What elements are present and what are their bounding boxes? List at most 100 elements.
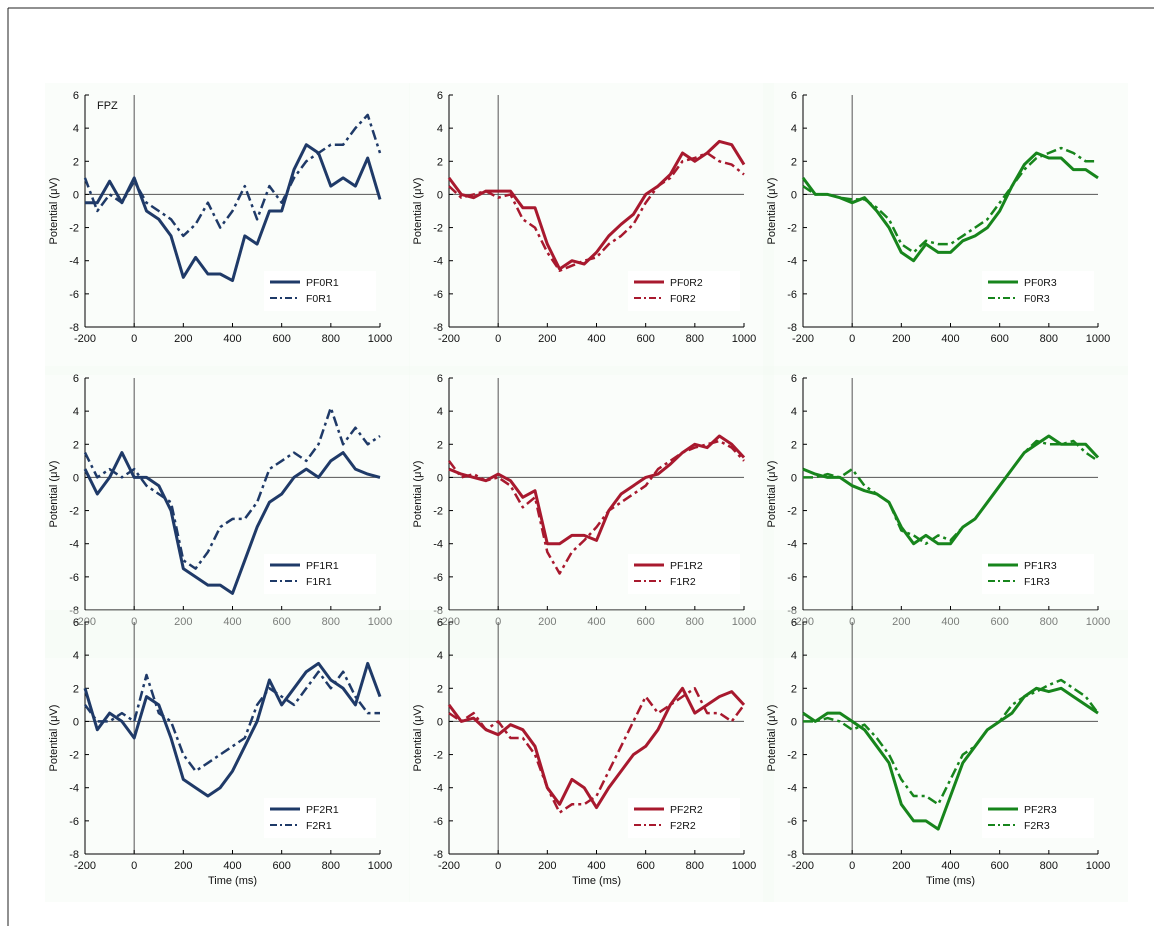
y-tick-label: 2	[791, 156, 797, 168]
series-line	[803, 439, 1099, 545]
y-tick-label: -2	[69, 750, 79, 762]
erp-panel: -8-6-4-20246-20002004006008001000Potenti…	[763, 366, 1128, 658]
y-axis-label: Potential (μV)	[48, 705, 60, 772]
erp-panel: -8-6-4-20246-20002004006008001000Potenti…	[45, 366, 410, 658]
x-tick-label: 200	[174, 333, 192, 345]
y-tick-label: 2	[791, 683, 797, 695]
y-tick-label: -2	[69, 506, 79, 518]
x-tick-label: 800	[1040, 616, 1058, 628]
y-tick-label: 2	[73, 683, 79, 695]
series-line	[83, 113, 382, 238]
y-tick-label: -4	[787, 539, 797, 551]
x-tick-label: 800	[322, 333, 340, 345]
y-tick-label: 0	[73, 472, 79, 484]
y-tick-label: -8	[433, 322, 443, 334]
y-tick-label: 6	[791, 617, 797, 629]
panel-background	[763, 83, 1128, 375]
y-axis-label: Potential (μV)	[766, 705, 778, 772]
x-tick-label: 200	[538, 860, 556, 872]
x-tick-label: -200	[74, 860, 96, 872]
series-line	[447, 139, 746, 271]
legend-label: PF0R2	[670, 277, 703, 289]
y-tick-label: -6	[69, 572, 79, 584]
x-axis-label: Time (ms)	[926, 875, 975, 887]
y-tick-label: -2	[787, 223, 797, 235]
series-line	[447, 686, 746, 810]
y-tick-label: 2	[437, 156, 443, 168]
y-tick-label: -2	[433, 506, 443, 518]
x-tick-label: 0	[131, 333, 137, 345]
x-axis-label: Time (ms)	[572, 875, 621, 887]
y-tick-label: -2	[69, 223, 79, 235]
y-tick-label: -6	[433, 816, 443, 828]
y-tick-label: -4	[433, 256, 443, 268]
x-tick-label: 800	[322, 616, 340, 628]
legend-label: F2R2	[670, 820, 696, 832]
series-line	[448, 434, 746, 546]
x-tick-label: 400	[587, 616, 605, 628]
x-tick-label: 600	[636, 616, 654, 628]
x-tick-label: 0	[495, 860, 501, 872]
y-axis-label: Potential (μV)	[766, 178, 778, 245]
legend-label: PF0R3	[1024, 277, 1057, 289]
series-line	[448, 687, 746, 814]
y-tick-label: 6	[73, 90, 79, 102]
y-tick-label: -6	[69, 816, 79, 828]
series-line	[802, 434, 1100, 546]
x-tick-label: 800	[1040, 860, 1058, 872]
x-tick-label: -200	[792, 860, 814, 872]
y-tick-label: -6	[69, 289, 79, 301]
panel-background	[45, 366, 410, 658]
x-tick-label: 1000	[1086, 616, 1110, 628]
legend-box	[982, 554, 1094, 594]
y-tick-label: 6	[437, 617, 443, 629]
legend-box	[982, 271, 1094, 311]
legend-box	[982, 798, 1094, 838]
x-tick-label: 600	[272, 616, 290, 628]
y-tick-label: 6	[437, 90, 443, 102]
x-tick-label: 800	[686, 333, 704, 345]
y-tick-label: 0	[791, 189, 797, 201]
y-tick-label: 4	[791, 650, 797, 662]
x-tick-label: 600	[636, 860, 654, 872]
x-tick-label: -200	[438, 333, 460, 345]
y-tick-label: 6	[73, 373, 79, 385]
y-tick-label: 0	[791, 472, 797, 484]
y-tick-label: -8	[69, 849, 79, 861]
y-tick-label: -8	[433, 605, 443, 617]
y-tick-label: 6	[791, 373, 797, 385]
series-line	[83, 406, 381, 570]
legend-label: PF2R3	[1024, 804, 1057, 816]
y-tick-label: 4	[791, 406, 797, 418]
x-tick-label: -200	[438, 860, 460, 872]
y-tick-label: -8	[787, 322, 797, 334]
y-tick-label: -2	[787, 506, 797, 518]
x-tick-label: 200	[892, 333, 910, 345]
y-tick-label: 4	[791, 123, 797, 135]
series-line	[448, 151, 745, 272]
x-axis-label: Time (ms)	[208, 875, 257, 887]
legend-label: PF2R1	[306, 804, 339, 816]
x-tick-label: 600	[272, 333, 290, 345]
x-tick-label: 400	[223, 333, 241, 345]
x-tick-label: 600	[990, 616, 1008, 628]
x-tick-label: 200	[892, 616, 910, 628]
legend-label: F1R1	[306, 576, 332, 588]
y-tick-label: 4	[73, 123, 79, 135]
y-tick-label: -4	[69, 539, 79, 551]
y-axis-label: Potential (μV)	[412, 705, 424, 772]
x-tick-label: -200	[792, 333, 814, 345]
x-tick-label: 400	[941, 333, 959, 345]
x-tick-label: 200	[174, 860, 192, 872]
x-tick-label: 0	[131, 860, 137, 872]
x-tick-label: 1000	[368, 616, 392, 628]
legend-label: F2R3	[1024, 820, 1050, 832]
y-tick-label: 2	[437, 439, 443, 451]
y-axis-label: Potential (μV)	[412, 178, 424, 245]
panel-background	[409, 366, 774, 658]
x-tick-label: 800	[686, 860, 704, 872]
